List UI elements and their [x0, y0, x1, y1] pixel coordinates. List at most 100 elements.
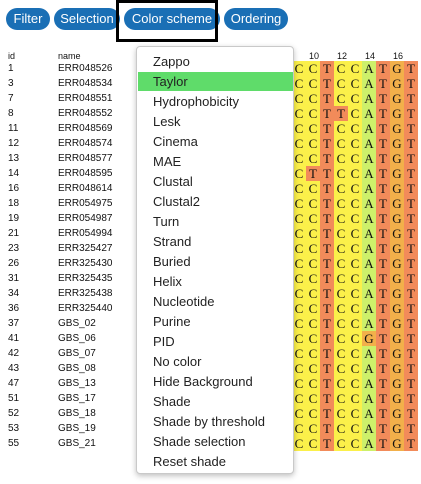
ordering-button[interactable]: Ordering [224, 8, 288, 30]
menu-item-clustal2[interactable]: Clustal2 [153, 194, 200, 209]
table-row[interactable]: 21 ERR054994 C C T C C A T G T [0, 226, 421, 241]
table-row[interactable]: 31 ERR325435 C C T C C A T G T [0, 271, 421, 286]
nucleotide-cell: C [334, 76, 348, 91]
nucleotide-cell: T [404, 211, 418, 226]
menu-item-helix[interactable]: Helix [153, 274, 182, 289]
nucleotide-cell: G [390, 421, 404, 436]
menu-item-no-color[interactable]: No color [153, 354, 202, 369]
nucleotide-cell: C [306, 316, 320, 331]
table-row[interactable]: 41 GBS_06 C C T C C G T G T [0, 331, 421, 346]
nucleotide-cell: A [362, 376, 376, 391]
color-scheme-button[interactable]: Color scheme [124, 8, 220, 30]
filter-button[interactable]: Filter [6, 8, 50, 30]
row-name: GBS_18 [58, 408, 96, 419]
menu-item-hide-background[interactable]: Hide Background [153, 374, 253, 389]
menu-item-cinema[interactable]: Cinema [153, 134, 198, 149]
menu-item-shade-selection[interactable]: Shade selection [153, 434, 246, 449]
row-id: 11 [8, 123, 19, 134]
menu-item-zappo[interactable]: Zappo [153, 54, 190, 69]
table-row[interactable]: 18 ERR054975 C C T C C A T G T [0, 196, 421, 211]
menu-item-hydrophobicity[interactable]: Hydrophobicity [153, 94, 239, 109]
menu-item-mae[interactable]: MAE [153, 154, 182, 169]
menu-item-buried[interactable]: Buried [153, 254, 191, 269]
row-name: GBS_13 [58, 378, 96, 389]
nucleotide-cell: C [348, 91, 362, 106]
nucleotide-cell: C [306, 331, 320, 346]
menu-item-purine[interactable]: Purine [153, 314, 191, 329]
nucleotide-cell: C [348, 151, 362, 166]
nucleotide-cell: C [334, 166, 348, 181]
nucleotide-cell: C [348, 286, 362, 301]
nucleotide-cell: C [348, 391, 362, 406]
menu-item-shade[interactable]: Shade [153, 394, 191, 409]
table-row[interactable]: 1 ERR048526 C C T C C A T G T [0, 61, 421, 76]
table-row[interactable]: 23 ERR325427 C C T C C A T G T [0, 241, 421, 256]
nucleotide-cell: T [404, 106, 418, 121]
table-row[interactable]: 47 GBS_13 C C T C C A T G T [0, 376, 421, 391]
nucleotide-cell: C [348, 196, 362, 211]
nucleotide-cell: T [404, 91, 418, 106]
table-row[interactable]: 14 ERR048595 C T T C C A T G T [0, 166, 421, 181]
table-row[interactable]: 53 GBS_19 C C T C C A T G T [0, 421, 421, 436]
table-row[interactable]: 42 GBS_07 C C T C C A T G T [0, 346, 421, 361]
row-id: 8 [8, 108, 14, 119]
menu-item-turn[interactable]: Turn [153, 214, 180, 229]
table-row[interactable]: 12 ERR048574 C C T C C A T G T [0, 136, 421, 151]
table-row[interactable]: 3 ERR048534 C C T C C A T G T [0, 76, 421, 91]
nucleotide-cell: T [404, 271, 418, 286]
nucleotide-cell: C [334, 91, 348, 106]
nucleotide-cell: G [390, 211, 404, 226]
nucleotide-cell: C [292, 181, 306, 196]
row-name: ERR048577 [58, 153, 113, 164]
row-id: 51 [8, 393, 20, 404]
color-scheme-menu: Zappo Taylor Hydrophobicity Lesk Cinema MAE Cl… [136, 46, 294, 474]
menu-item-shade-by-threshold[interactable]: Shade by threshold [153, 414, 266, 429]
table-row[interactable]: 51 GBS_17 C C T C C A T G T [0, 391, 421, 406]
nucleotide-cell: T [376, 301, 390, 316]
row-id: 55 [8, 438, 20, 449]
table-row[interactable]: 34 ERR325438 C C T C C A T G T [0, 286, 421, 301]
table-row[interactable]: 7 ERR048551 C C T C C A T G T [0, 91, 421, 106]
table-row[interactable]: 55 GBS_21 C C T C C A T G T [0, 436, 421, 451]
menu-item-reset-shade[interactable]: Reset shade [153, 454, 226, 469]
table-row[interactable]: 43 GBS_08 C C T C C A T G T [0, 361, 421, 376]
table-row[interactable]: 19 ERR054987 C C T C C A T G T [0, 211, 421, 226]
nucleotide-cell: C [334, 376, 348, 391]
menu-item-nucleotide[interactable]: Nucleotide [153, 294, 215, 309]
nucleotide-cell: T [320, 76, 334, 91]
nucleotide-cell: T [320, 61, 334, 76]
nucleotide-cell: G [390, 196, 404, 211]
table-row[interactable]: 52 GBS_18 C C T C C A T G T [0, 406, 421, 421]
menu-item-strand[interactable]: Strand [153, 234, 192, 249]
nucleotide-cell: C [348, 106, 362, 121]
table-row[interactable]: 13 ERR048577 C C T C C A T G T [0, 151, 421, 166]
table-row[interactable]: 8 ERR048552 C C T T C A T G T [0, 106, 421, 121]
menu-item-lesk[interactable]: Lesk [153, 114, 181, 129]
nucleotide-cell: A [362, 136, 376, 151]
nucleotide-cell: T [320, 316, 334, 331]
nucleotide-cell: T [376, 331, 390, 346]
row-id: 47 [8, 378, 20, 389]
selection-button[interactable]: Selection [54, 8, 120, 30]
nucleotide-cell: A [362, 106, 376, 121]
nucleotide-cell: T [376, 151, 390, 166]
menu-item-pid[interactable]: PID [153, 334, 175, 349]
nucleotide-cell: C [306, 121, 320, 136]
table-row[interactable]: 11 ERR048569 C C T C C A T G T [0, 121, 421, 136]
row-id: 7 [8, 93, 14, 104]
table-row[interactable]: 36 ERR325440 C C T C C A T G T [0, 301, 421, 316]
table-row[interactable]: 37 GBS_02 C C T C C A T G T [0, 316, 421, 331]
menu-item-taylor[interactable]: Taylor [138, 72, 293, 91]
nucleotide-cell: A [362, 316, 376, 331]
nucleotide-cell: A [362, 181, 376, 196]
nucleotide-cell: C [306, 301, 320, 316]
nucleotide-cell: T [404, 136, 418, 151]
nucleotide-cell: C [306, 256, 320, 271]
table-row[interactable]: 26 ERR325430 C C T C C A T G T [0, 256, 421, 271]
row-name: ERR054975 [58, 198, 113, 209]
menu-item-clustal[interactable]: Clustal [153, 174, 193, 189]
table-row[interactable]: 16 ERR048614 C C T C C A T G T [0, 181, 421, 196]
nucleotide-cell: T [320, 196, 334, 211]
